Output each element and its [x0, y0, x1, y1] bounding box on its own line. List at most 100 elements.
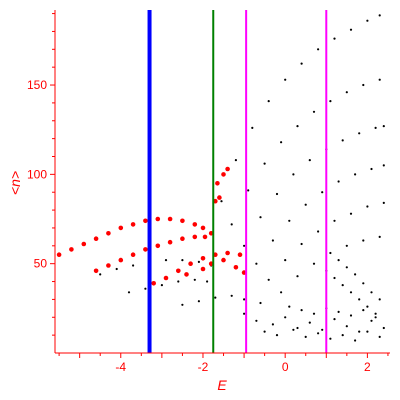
black-point	[382, 326, 385, 330]
black-point	[263, 330, 266, 333]
red-point	[217, 195, 222, 200]
black-point	[230, 294, 233, 297]
red-point	[202, 234, 208, 240]
red-point	[184, 272, 189, 277]
y-tick-label: 100	[27, 167, 47, 181]
black-point	[337, 259, 340, 262]
red-point	[93, 268, 99, 274]
black-point	[382, 164, 385, 167]
black-point	[247, 189, 250, 192]
black-point	[193, 278, 196, 281]
black-point	[220, 200, 223, 203]
black-point	[300, 242, 303, 246]
axes: -4 -2 0 2 50 100 150	[27, 10, 390, 374]
red-point	[69, 247, 74, 252]
red-point	[225, 250, 230, 256]
black-point	[164, 259, 168, 262]
black-point	[345, 266, 348, 269]
x-axis-label: E	[217, 377, 227, 393]
black-point	[362, 83, 365, 87]
red-point	[118, 257, 124, 263]
black-point	[358, 298, 361, 301]
black-point	[317, 48, 320, 51]
black-point	[370, 167, 373, 171]
y-axis-label: <n>	[7, 171, 23, 195]
black-point	[267, 278, 270, 281]
black-point	[341, 334, 344, 337]
red-point	[221, 172, 226, 177]
red-point	[163, 275, 169, 281]
black-point	[234, 159, 237, 162]
black-point	[275, 192, 279, 196]
red-point	[143, 247, 148, 252]
black-point	[197, 260, 200, 263]
black-point	[292, 173, 295, 176]
black-point	[197, 300, 200, 303]
red-point	[143, 218, 148, 224]
black-point	[243, 244, 246, 247]
black-point	[354, 173, 357, 176]
red-point	[56, 252, 62, 257]
black-point	[280, 291, 283, 294]
black-point	[99, 273, 102, 276]
black-point	[288, 219, 291, 222]
black-point	[341, 139, 344, 142]
red-point	[155, 243, 161, 249]
black-point	[362, 309, 365, 312]
black-point	[329, 251, 332, 255]
black-point	[312, 262, 316, 265]
black-point	[263, 162, 266, 165]
x-tick-label: 2	[364, 360, 371, 374]
black-point	[308, 321, 311, 324]
black-point	[160, 284, 163, 287]
black-point	[255, 262, 258, 265]
black-point	[378, 298, 381, 301]
black-point	[177, 280, 180, 283]
x-tick-label: -2	[198, 360, 209, 374]
x-tick-label: 0	[282, 360, 289, 374]
black-point	[115, 267, 118, 271]
black-point	[329, 100, 332, 103]
black-point	[304, 335, 307, 338]
red-point	[225, 166, 230, 172]
black-point	[341, 284, 344, 287]
black-point	[349, 28, 353, 31]
red-point	[155, 216, 161, 222]
black-point	[370, 319, 373, 322]
y-tick-label: 150	[27, 78, 47, 92]
y-tick-label: 50	[34, 257, 48, 271]
black-point	[214, 296, 217, 299]
red-point	[237, 252, 243, 257]
black-point	[280, 141, 283, 144]
black-point	[317, 230, 320, 233]
red-point	[180, 218, 185, 224]
black-point	[271, 239, 274, 242]
black-point	[275, 334, 279, 337]
black-point	[259, 216, 262, 219]
black-point	[132, 264, 135, 267]
black-point	[345, 244, 348, 247]
red-point	[118, 225, 124, 231]
black-point	[304, 203, 307, 206]
red-point	[233, 265, 239, 270]
black-point	[378, 335, 381, 338]
black-point	[329, 337, 332, 340]
red-point	[200, 255, 206, 261]
black-point	[259, 301, 262, 305]
black-point	[366, 305, 369, 308]
black-point	[255, 319, 258, 322]
black-point	[312, 110, 316, 113]
red-point	[215, 181, 220, 186]
black-point	[296, 275, 299, 278]
black-point	[321, 191, 324, 194]
black-point	[296, 125, 299, 128]
black-point	[345, 325, 348, 328]
black-point	[271, 323, 274, 326]
red-point	[130, 222, 136, 227]
black-point	[354, 339, 357, 342]
red-point	[192, 222, 198, 227]
black-point	[374, 126, 377, 129]
red-point	[167, 216, 173, 222]
black-point	[337, 180, 340, 183]
black-point	[349, 314, 353, 317]
